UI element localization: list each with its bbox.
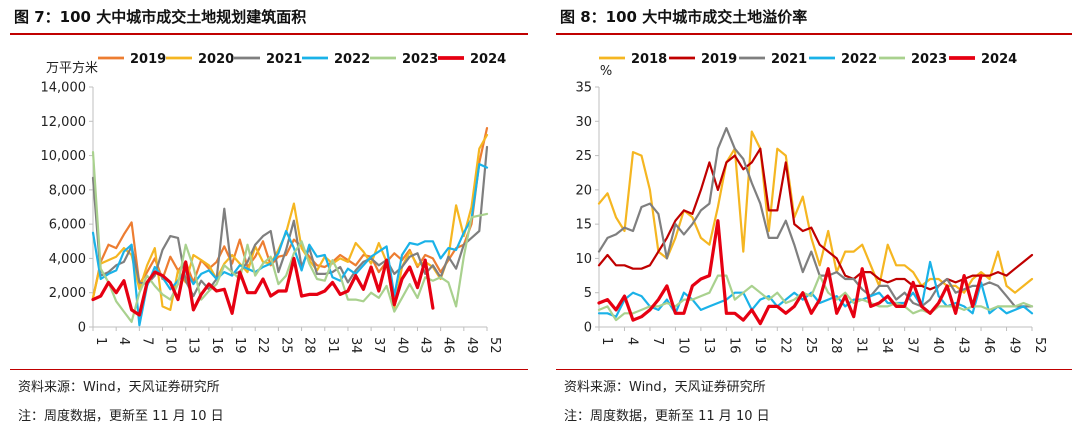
x-tick-label: 31 bbox=[325, 337, 340, 354]
x-tick-label: 16 bbox=[726, 337, 741, 354]
series-line-2023 bbox=[91, 150, 489, 323]
x-tick-label: 16 bbox=[209, 337, 224, 354]
y-tick-label: 25 bbox=[575, 149, 592, 164]
figure-7-title: 图 7：100 大中城市成交土地规划建筑面积 bbox=[14, 8, 307, 26]
y-tick-label: 2,000 bbox=[49, 286, 86, 301]
x-tick-label: 1 bbox=[93, 337, 108, 345]
x-tick-label: 4 bbox=[116, 337, 131, 345]
x-tick-label: 25 bbox=[803, 337, 818, 354]
y-tick-label: 4,000 bbox=[49, 252, 86, 267]
x-tick-label: 13 bbox=[186, 337, 201, 354]
series-line-2024 bbox=[91, 256, 435, 317]
figure-7-chart: 0 2,000 4,000 6,000 8,000 10,000 12,000 14,000 万… bbox=[41, 52, 507, 354]
x-tick-label: 25 bbox=[278, 337, 293, 354]
y-axis-unit-label: 万平方米 bbox=[46, 60, 98, 76]
legend-label-2021: 2021 bbox=[771, 52, 807, 67]
y-tick-label: 14,000 bbox=[41, 81, 87, 96]
series-line-2019 bbox=[597, 147, 1034, 291]
figure-8-title: 图 8：100 大中城市成交土地溢价率 bbox=[560, 8, 808, 26]
x-tick-label: 37 bbox=[371, 337, 386, 354]
figure-8-source: 资料来源：Wind，天风证券研究所 bbox=[564, 380, 766, 395]
y-tick-label: 8,000 bbox=[49, 183, 86, 198]
x-tick-label: 7 bbox=[650, 337, 665, 345]
y-tick-label: 30 bbox=[575, 115, 592, 130]
figure-8-panel: 图 8：100 大中城市成交土地溢价率 0 5 10 15 20 25 30 35% 1 4 7 10… bbox=[546, 0, 1080, 431]
x-tick-label: 22 bbox=[777, 337, 792, 354]
series-line-2021 bbox=[91, 145, 489, 298]
y-tick-label: 6,000 bbox=[49, 218, 86, 233]
x-tick-label: 43 bbox=[956, 337, 971, 354]
x-tick-label: 10 bbox=[675, 337, 690, 354]
legend-label-2021: 2021 bbox=[266, 52, 302, 67]
y-tick-label: 10,000 bbox=[41, 149, 87, 164]
x-tick-label: 37 bbox=[905, 337, 920, 354]
legend-label-2024: 2024 bbox=[981, 52, 1017, 67]
series-line-2022 bbox=[91, 163, 489, 327]
legend-label-2024: 2024 bbox=[470, 52, 506, 67]
figure-7-note: 注：周度数据，更新至 11 月 10 日 bbox=[18, 409, 224, 424]
y-tick-label: 0 bbox=[78, 321, 86, 336]
x-tick-label: 19 bbox=[232, 337, 247, 354]
y-axis-unit-label: % bbox=[600, 64, 612, 79]
x-tick-label: 28 bbox=[828, 337, 843, 354]
y-tick-label: 10 bbox=[575, 252, 592, 267]
legend-label-2022: 2022 bbox=[334, 52, 370, 67]
legend-label-2022: 2022 bbox=[841, 52, 877, 67]
figure-8-note: 注：周度数据，更新至 11 月 10 日 bbox=[564, 409, 770, 424]
series-line-2018 bbox=[597, 130, 1034, 294]
x-tick-label: 22 bbox=[255, 337, 270, 354]
x-tick-label: 28 bbox=[302, 337, 317, 354]
legend-label-2020: 2020 bbox=[198, 52, 234, 67]
x-tick-label: 1 bbox=[599, 337, 614, 345]
figure-7-bottom-rule bbox=[10, 369, 528, 370]
x-tick-label: 52 bbox=[1032, 337, 1047, 354]
legend-label-2023: 2023 bbox=[911, 52, 947, 67]
figure-7-panel: 图 7：100 大中城市成交土地规划建筑面积 0 2,000 4,000 6,000 8… bbox=[0, 0, 536, 431]
x-tick-label: 10 bbox=[163, 337, 178, 354]
figure-8-top-rule bbox=[556, 33, 1072, 35]
series-line-2021 bbox=[597, 126, 1034, 308]
x-tick-label: 49 bbox=[1007, 337, 1022, 354]
y-tick-label: 20 bbox=[575, 183, 592, 198]
y-tick-label: 15 bbox=[575, 218, 592, 233]
x-tick-label: 40 bbox=[394, 337, 409, 354]
series-line-2024 bbox=[597, 219, 983, 326]
figure-8-bottom-rule bbox=[556, 369, 1072, 370]
x-tick-label: 31 bbox=[854, 337, 869, 354]
x-tick-label: 19 bbox=[752, 337, 767, 354]
x-tick-label: 7 bbox=[139, 337, 154, 345]
x-tick-label: 49 bbox=[464, 337, 479, 354]
y-tick-label: 35 bbox=[575, 81, 592, 96]
legend-label-2019: 2019 bbox=[701, 52, 737, 67]
legend-label-2018: 2018 bbox=[631, 52, 667, 67]
x-tick-label: 43 bbox=[417, 337, 432, 354]
x-tick-label: 40 bbox=[930, 337, 945, 354]
x-tick-label: 34 bbox=[879, 337, 894, 354]
x-tick-label: 4 bbox=[624, 337, 639, 345]
x-tick-label: 13 bbox=[701, 337, 716, 354]
y-tick-label: 12,000 bbox=[41, 115, 87, 130]
figure-7-top-rule bbox=[10, 33, 528, 35]
x-tick-label: 52 bbox=[487, 337, 502, 354]
x-tick-label: 46 bbox=[441, 337, 456, 354]
legend-label-2019: 2019 bbox=[130, 52, 166, 67]
figure-7-source: 资料来源：Wind，天风证券研究所 bbox=[18, 380, 220, 395]
x-tick-label: 46 bbox=[981, 337, 996, 354]
y-tick-label: 5 bbox=[584, 286, 592, 301]
legend-label-2023: 2023 bbox=[402, 52, 438, 67]
y-tick-label: 0 bbox=[584, 321, 592, 336]
figure-8-chart: 0 5 10 15 20 25 30 35% 1 4 7 10 13 16 19 22 25 28 31 34 37 40… bbox=[575, 52, 1047, 354]
series-line-2022 bbox=[597, 260, 1034, 318]
x-tick-label: 34 bbox=[348, 337, 363, 354]
